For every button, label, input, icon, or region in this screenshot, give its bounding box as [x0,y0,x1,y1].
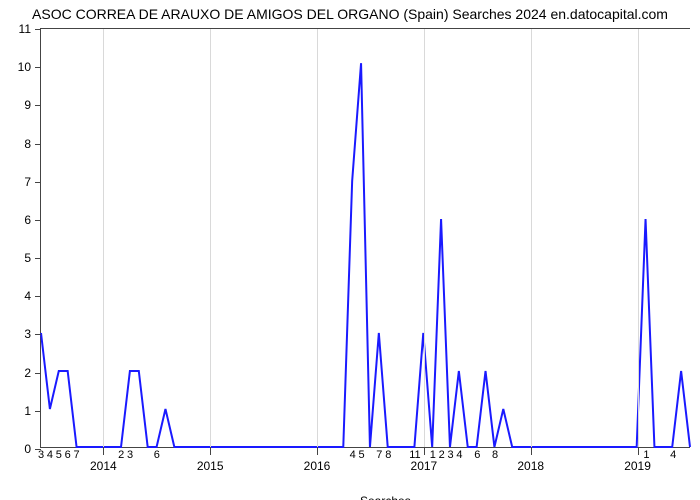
xtick [638,447,639,455]
ytick [35,220,41,221]
line-series [41,29,690,447]
ytick-label: 5 [24,251,31,265]
grid-line [424,29,425,447]
grid-line [210,29,211,447]
xtick-minor-label: 4 [47,449,53,461]
xtick-label: 2016 [304,459,331,473]
xtick [103,447,104,455]
ytick [35,296,41,297]
grid-line [317,29,318,447]
chart-title: ASOC CORREA DE ARAUXO DE AMIGOS DEL ORGA… [0,6,700,22]
ytick [35,182,41,183]
xtick [424,447,425,455]
ytick [35,334,41,335]
xtick [317,447,318,455]
xtick-minor-label: 5 [56,449,62,461]
ytick-label: 7 [24,175,31,189]
ytick [35,67,41,68]
ytick [35,144,41,145]
grid-line [638,29,639,447]
xtick-label: 2014 [90,459,117,473]
xtick [531,447,532,455]
xtick-minor-label: 7 [376,449,382,461]
xtick-minor-label: 4 [456,449,462,461]
ytick-label: 9 [24,98,31,112]
ytick [35,258,41,259]
ytick-label: 3 [24,327,31,341]
ytick [35,411,41,412]
xtick-minor-label: 4 [670,449,676,461]
xtick [210,447,211,455]
xtick-minor-label: 7 [74,449,80,461]
xtick-minor-label: 2 [118,449,124,461]
ytick-label: 6 [24,213,31,227]
ytick [35,29,41,30]
xtick-minor-label: 8 [492,449,498,461]
xtick-minor-label: 3 [448,449,454,461]
ytick [35,105,41,106]
ytick-label: 10 [18,60,31,74]
xtick-label: 2019 [624,459,651,473]
xtick-minor-label: 5 [358,449,364,461]
ytick-label: 8 [24,137,31,151]
xtick-label: 2017 [411,459,438,473]
xtick-minor-label: 6 [474,449,480,461]
xtick-minor-label: 8 [385,449,391,461]
xtick-label: 2018 [517,459,544,473]
legend: Searches [326,494,411,500]
grid-line [103,29,104,447]
grid-line [531,29,532,447]
xtick-minor-label: 3 [38,449,44,461]
xtick-minor-label: 6 [65,449,71,461]
xtick-minor-label: 11 [409,449,420,461]
xtick-minor-label: 4 [350,449,356,461]
xtick-minor-label: 2 [439,449,445,461]
ytick [35,373,41,374]
xtick-minor-label: 6 [154,449,160,461]
ytick-label: 4 [24,289,31,303]
ytick-label: 1 [24,404,31,418]
ytick-label: 2 [24,366,31,380]
xtick-label: 2015 [197,459,224,473]
ytick-label: 11 [19,22,31,36]
ytick-label: 0 [24,442,31,456]
legend-label: Searches [360,494,411,500]
chart-plot-area: 0123456789101120142015201620172018201934… [40,28,690,448]
xtick-minor-label: 3 [127,449,133,461]
xtick-minor-label: 1 [643,449,649,461]
xtick-minor-label: 1 [430,449,436,461]
